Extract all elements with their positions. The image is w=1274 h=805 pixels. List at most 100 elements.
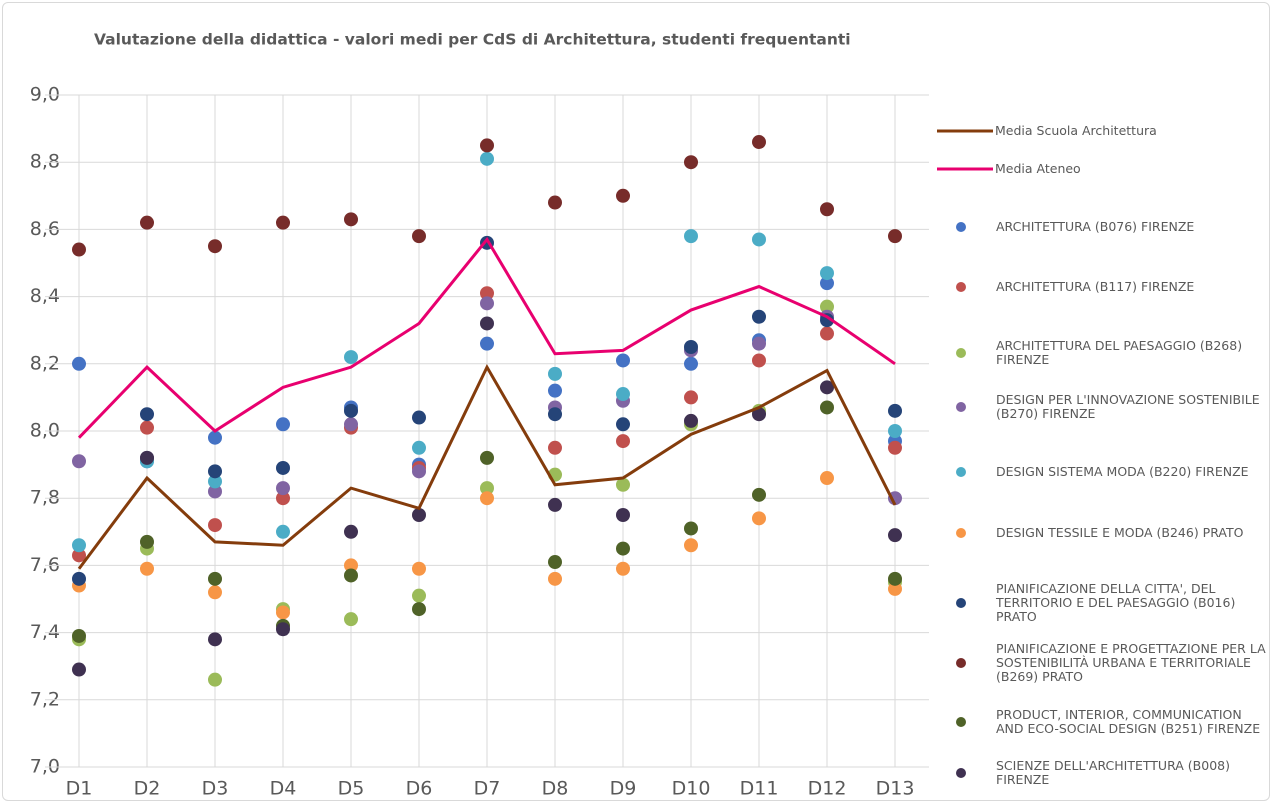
point [752,511,766,526]
line-series [77,363,897,570]
point [888,581,902,596]
point [820,276,834,291]
chart-title: Valutazione della didattica - valori med… [94,31,851,49]
x-tick-label: D3 [202,778,229,800]
y-tick-label: 7,2 [30,688,60,710]
legend-swatch [956,282,966,292]
point [72,662,86,677]
point [752,336,766,351]
point [208,585,222,600]
x-tick-label: D1 [66,778,93,800]
x-tick-label: D2 [134,778,161,800]
point [684,390,698,405]
point [276,491,290,506]
y-tick-label: 8,4 [30,285,60,307]
point [888,528,902,543]
point [412,588,426,603]
point [888,571,902,586]
point [412,410,426,425]
point [412,440,426,455]
point [72,628,86,643]
point [72,454,86,469]
legend-swatch [956,717,966,727]
point [344,612,358,627]
point [616,508,630,522]
point [276,215,290,230]
point [208,672,222,687]
point [684,340,698,354]
point [480,151,494,166]
point [752,487,766,502]
point [480,138,494,153]
point [344,524,358,539]
point [684,521,698,536]
legend-label: ARCHITETTURA DEL PAESAGGIO (B268) FIRENZ… [996,338,1243,367]
point [820,202,834,217]
point [72,548,86,563]
x-tick-label: D8 [542,778,569,800]
point [344,212,358,227]
line-series [77,236,896,439]
point [412,602,426,617]
point [276,524,290,539]
point [480,296,494,311]
point [208,464,222,479]
legend-label: DESIGN PER L'INNOVAZIONE SOSTENIBILE (B2… [996,392,1260,421]
point [344,350,358,365]
legend-label: ARCHITETTURA (B117) FIRENZE [996,279,1195,294]
x-tick-label: D11 [740,778,779,800]
point [208,632,222,647]
point [888,229,902,244]
legend-swatch [956,528,966,538]
point [616,561,630,576]
point [276,481,290,496]
point [412,464,426,479]
point [752,232,766,247]
point [344,403,358,418]
point [616,353,630,368]
point [548,497,562,512]
legend-swatch [956,222,966,232]
point [208,571,222,586]
point [888,440,902,455]
x-tick-label: D13 [876,778,915,800]
legend-label: PIANIFICAZIONE DELLA CITTA', DEL TERRITO… [996,581,1236,624]
point [616,541,630,556]
y-tick-label: 7,0 [30,756,60,778]
point [684,413,698,428]
legend-label: ARCHITETTURA (B076) FIRENZE [996,219,1195,234]
point [140,215,154,230]
point [480,286,494,301]
point [140,420,154,435]
point [412,508,426,522]
x-tick-label: D5 [338,778,365,800]
legend-swatch [956,598,966,608]
point [344,417,358,432]
y-tick-label: 9,0 [30,84,60,106]
y-tick-label: 8,0 [30,420,60,442]
point [820,299,834,314]
point [752,353,766,368]
point [344,568,358,583]
point [820,266,834,281]
point [548,440,562,455]
point [480,481,494,496]
point [820,380,834,395]
point [548,195,562,210]
point [140,407,154,422]
point [140,561,154,576]
point [72,571,86,586]
point [208,484,222,499]
point [752,309,766,324]
y-tick-label: 8,8 [30,151,60,173]
point [208,518,222,533]
point [616,387,630,402]
point [208,239,222,254]
y-tick-label: 8,6 [30,218,60,240]
point [548,407,562,422]
x-tick-label: D9 [610,778,637,800]
point [72,242,86,257]
point [276,622,290,637]
